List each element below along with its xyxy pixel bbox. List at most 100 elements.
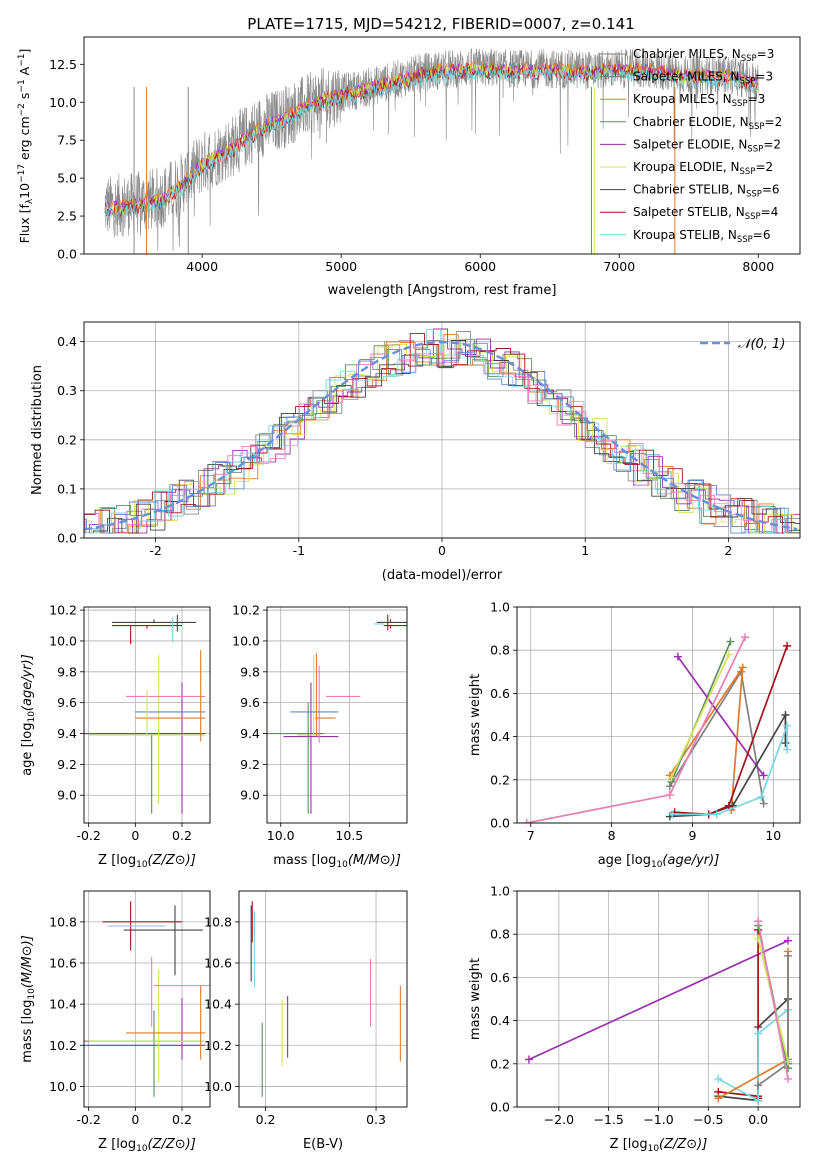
y-tick-label: 0.4 [490,1013,510,1028]
plot-area [524,917,793,1105]
legend-label: 𝒩(0, 1) [738,337,785,352]
y-axis-label-part: erg cm [17,116,32,164]
axes-frame [266,606,408,824]
x-tick-label: 0.2 [256,1112,276,1127]
legend-subscript: SSP [741,54,757,64]
y-tick-label: 0.0 [57,531,77,546]
axis-label-part: mass [log [273,853,336,868]
x-tick-label: 2 [724,543,732,558]
legend-nssp: =6 [753,228,771,242]
legend-subscript: SSP [745,212,761,222]
x-tick-label: −2.0 [544,1112,574,1127]
weight-marker [784,936,793,945]
legend-nssp: =3 [748,92,766,106]
x-tick-label: 4000 [186,259,218,274]
y-tick-label: 7.5 [57,133,77,148]
x-tick-label: 0 [131,1112,139,1127]
weight-marker [783,745,792,754]
weight-line [670,641,732,783]
axis-label: age [log10(age/yr)] [20,654,37,776]
weight-line [718,929,759,1099]
x-tick-label: 0 [131,828,139,843]
legend-series-name: Kroupa ELODIE, N [633,160,740,174]
plot-area [84,614,206,814]
x-tick-label: 0.2 [172,1112,192,1127]
weight-marker [784,951,793,960]
y-tick-label: 10.8 [49,914,77,929]
weight-line [757,921,789,1080]
y-axis-label-part: 10 [17,183,32,199]
weight-marker [724,650,733,659]
y-axis-label: Normed distribution [30,365,45,495]
weight-marker [783,641,792,650]
weight-marker [784,1074,793,1083]
axis-label-part: (age/yr)] [662,853,719,868]
axis-label-part: Z [log [98,853,136,868]
y-tick-label: 9.2 [57,757,77,772]
weight-marker [665,790,674,799]
y-tick-label: 10.2 [49,1038,77,1053]
residual-histogram-step [84,342,800,534]
y-axis-label: Flux [fλ10−17 erg cm−2 s−1 A−1] [17,49,35,244]
legend-series-name: Kroupa MILES, N [633,92,732,106]
y-axis-label: mass weight [468,958,483,1040]
legend-nssp: =6 [762,183,780,197]
x-tick-label: 1 [581,543,589,558]
x-tick-label: 10 [765,828,781,843]
x-tick-label: 10.0 [267,828,295,843]
weight-line [674,645,788,816]
y-tick-label: 9.4 [240,726,260,741]
legend-series-name: Salpeter MILES, N [633,70,740,84]
axis-label-part: age [log [20,723,35,776]
residual-histogram-step [84,344,800,534]
y-tick-label: 0.6 [490,970,510,985]
spectrum-data-line [104,48,759,252]
legend-label: Salpeter STELIB, NSSP=4 [633,205,778,222]
y-tick-label: 10.2 [232,603,260,618]
age-vs-mass-panel: 10.0 10.5 9.0 9.2 9.4 9.6 9.8 10.0 10.2 mass [log… [232,603,408,870]
y-tick-label: 9.2 [240,757,260,772]
x-tick-label: 7 [527,828,535,843]
legend-nssp: =2 [765,115,783,129]
weight-line [669,664,744,811]
y-axis-label: mass weight [468,674,483,756]
weight-line [528,939,789,1061]
y-tick-label: 12.5 [49,57,77,72]
axis-label: Z [log10(Z/Z⊙)] [610,1137,708,1154]
y-tick-label: 0.8 [490,643,510,658]
legend-subscript: SSP [737,235,753,245]
weight-marker [754,1081,763,1090]
x-axis-label: E(B-V) [303,1137,343,1152]
model-spectrum-line [104,65,759,219]
legend-series-name: Chabrier ELODIE, N [633,115,749,129]
axis-label: mass [log10(M/M⊙)] [20,935,37,1063]
y-tick-label: 10.0 [232,633,260,648]
axes-frame [516,890,801,1108]
weight-marker [754,1029,763,1038]
y-tick-label: 0.0 [490,816,510,831]
axis-label-part: Z [log [610,1137,648,1152]
y-axis-label-part: −2 [17,103,27,116]
legend-label: Chabrier STELIB, NSSP=6 [633,183,780,200]
plot-area [84,901,210,1097]
axes-frame [83,606,211,824]
axis-label-part: Z [log [98,1137,136,1152]
y-axis-label-part: −1 [17,54,27,67]
legend-series-name: Salpeter ELODIE, N [633,137,747,151]
axis-label-part: (Z/Z⊙)] [659,1137,707,1152]
weight-line [677,656,765,776]
legend-nssp: =3 [755,70,773,84]
axis-label-sub: 10 [648,1144,660,1154]
weight-line [526,636,746,823]
weight-marker [712,810,721,819]
legend-nssp: =2 [755,160,773,174]
legend-label: Chabrier MILES, NSSP=3 [633,47,774,64]
plot-area [522,633,792,823]
y-tick-label: 10.0 [49,1079,77,1094]
axis-label-part: age [log [598,853,651,868]
axis-label: Z [log10(Z/Z⊙)] [98,853,196,870]
weight-marker [714,1074,723,1083]
y-axis-label-part: Flux [f [17,204,32,244]
residual-histogram-step [84,340,800,534]
x-axis-label: wavelength [Angstrom, rest frame] [328,283,557,298]
